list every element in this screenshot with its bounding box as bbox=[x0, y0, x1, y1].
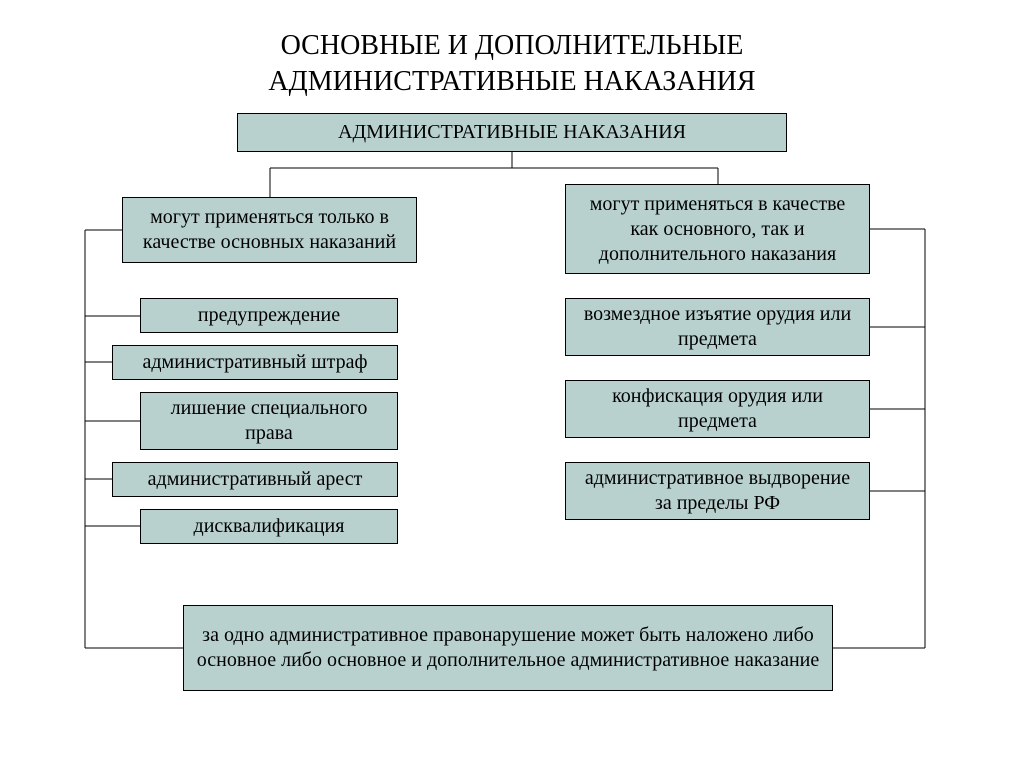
left-item-2: лишение специального права bbox=[140, 392, 398, 450]
diagram-title: ОСНОВНЫЕ И ДОПОЛНИТЕЛЬНЫЕ АДМИНИСТРАТИВН… bbox=[0, 28, 1024, 101]
right-branch-head: могут применяться в качестве как основно… bbox=[565, 184, 870, 274]
title-line-1: ОСНОВНЫЕ И ДОПОЛНИТЕЛЬНЫЕ bbox=[281, 30, 744, 61]
title-line-2: АДМИНИСТРАТИВНЫЕ НАКАЗАНИЯ bbox=[268, 66, 755, 97]
right-item-1: конфискация орудия или предмета bbox=[565, 380, 870, 438]
footer-node: за одно административное правонарушение … bbox=[183, 605, 833, 691]
right-item-2: административное выдворение за пределы Р… bbox=[565, 462, 870, 520]
left-branch-head: могут применяться только в качестве осно… bbox=[122, 197, 417, 263]
right-item-0: возмездное изъятие орудия или предмета bbox=[565, 298, 870, 356]
left-item-1: административный штраф bbox=[112, 345, 398, 380]
root-node: АДМИНИСТРАТИВНЫЕ НАКАЗАНИЯ bbox=[237, 113, 787, 152]
left-item-0: предупреждение bbox=[140, 298, 398, 333]
left-item-4: дисквалификация bbox=[140, 509, 398, 544]
left-item-3: административный арест bbox=[112, 462, 398, 497]
